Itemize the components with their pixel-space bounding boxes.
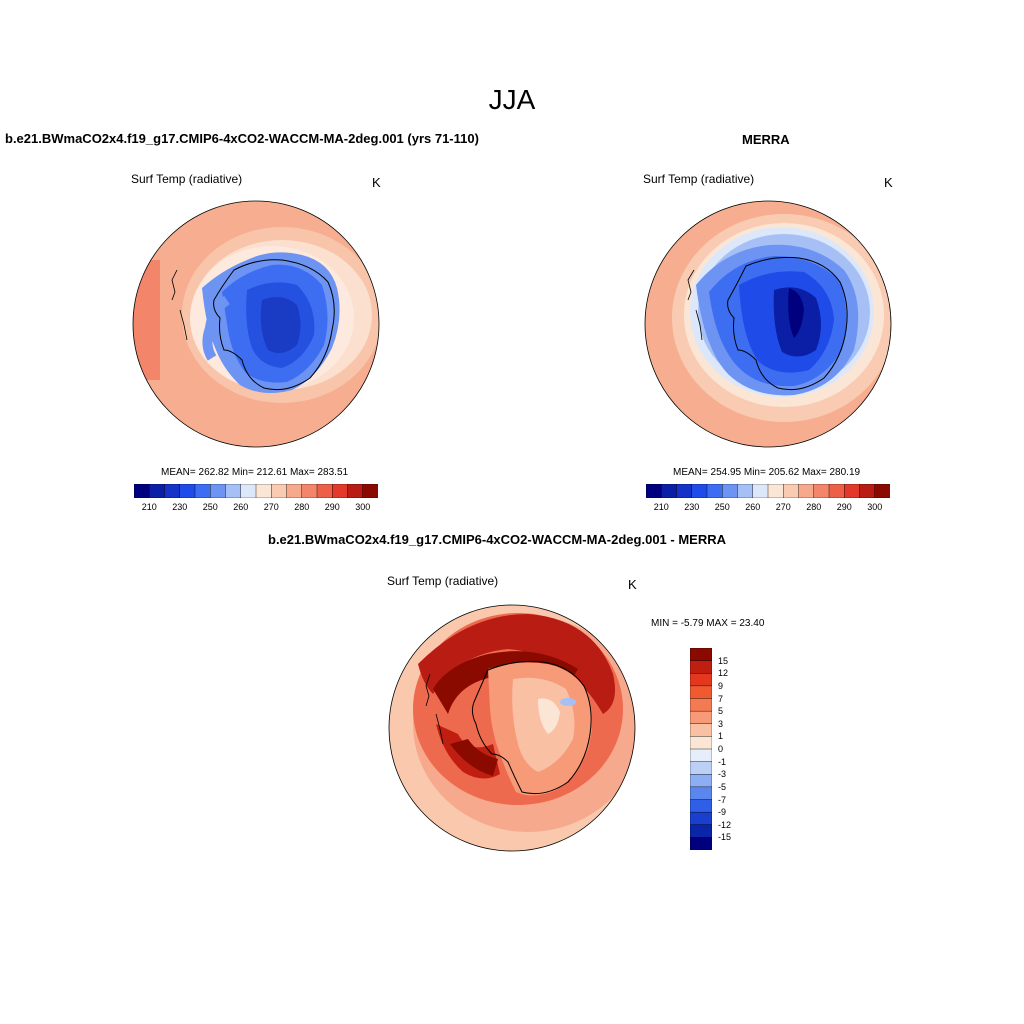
colorbar-diff-swatches: [690, 648, 712, 850]
colorbar-tick-label: -1: [718, 756, 727, 767]
colorbar-swatch: [286, 484, 303, 498]
colorbar-swatch: [752, 484, 769, 498]
colorbar-tick-label: 230: [172, 502, 188, 512]
colorbar-swatch: [691, 484, 708, 498]
colorbar-tick-label: 260: [233, 502, 249, 512]
colorbar-swatch: [134, 484, 150, 498]
colorbar-tick-label: -12: [718, 819, 732, 830]
polar-map-obs: [644, 200, 892, 448]
colorbar-swatch: [271, 484, 288, 498]
colorbar-tick-label: 1: [718, 731, 724, 742]
colorbar-tick-label: 3: [718, 718, 724, 729]
colorbar-tick-label: 0: [718, 744, 724, 754]
figure-title: JJA: [488, 84, 536, 115]
colorbar-swatch: [255, 484, 272, 498]
colorbar-tick-label: -9: [718, 807, 727, 818]
colorbar-swatch: [737, 484, 754, 498]
colorbar-swatch: [859, 484, 876, 498]
colorbar-tick-label: 280: [294, 502, 310, 512]
colorbar-swatch: [316, 484, 333, 498]
colorbar-tick-label: 270: [263, 502, 279, 512]
variable-label-model: Surf Temp (radiative): [131, 172, 243, 186]
colorbar-swatch: [179, 484, 196, 498]
panel-title-model: b.e21.BWmaCO2x4.f19_g17.CMIP6-4xCO2-WACC…: [5, 131, 479, 146]
colorbar-swatch: [783, 484, 800, 498]
colorbar-swatch: [225, 484, 242, 498]
colorbar-swatch: [301, 484, 318, 498]
colorbar-tick-label: -7: [718, 794, 727, 805]
colorbar-tick-label: 12: [718, 668, 729, 679]
colorbar-ticks-model: 210 230 250 260 270 280 290 300: [134, 502, 378, 516]
colorbar-tick-label: 5: [718, 706, 724, 717]
units-label-model: K: [372, 175, 381, 190]
colorbar-tick-label: 15: [718, 655, 729, 666]
stats-model: MEAN= 262.82 Min= 212.61 Max= 283.51: [161, 467, 349, 478]
colorbar-swatch: [347, 484, 364, 498]
colorbar-swatch: [164, 484, 181, 498]
colorbar-swatch: [661, 484, 678, 498]
panel-title-diff: b.e21.BWmaCO2x4.f19_g17.CMIP6-4xCO2-WACC…: [268, 532, 726, 547]
colorbar-obs: [646, 484, 890, 498]
colorbar-ticks-diff: 15 12 9 7 5 3 1 0 -1 -3 -5 -7 -9 -12 -15: [698, 648, 738, 850]
variable-label-diff: Surf Temp (radiative): [387, 574, 499, 588]
colorbar-swatch: [149, 484, 166, 498]
stats-obs: MEAN= 254.95 Min= 205.62 Max= 280.19: [673, 467, 861, 478]
units-label-obs: K: [884, 175, 893, 190]
colorbar-swatch: [690, 837, 712, 850]
colorbar-swatch: [210, 484, 227, 498]
colorbar-tick-label: 230: [684, 502, 700, 512]
colorbar-swatch: [706, 484, 723, 498]
colorbar-tick-label: 9: [718, 680, 724, 691]
colorbar-swatch: [362, 484, 378, 498]
colorbar-swatch: [828, 484, 845, 498]
colorbar-model-swatches: [134, 484, 378, 498]
colorbar-tick-label: 280: [806, 502, 822, 512]
colorbar-swatch: [676, 484, 693, 498]
colorbar-obs-swatches: [646, 484, 890, 498]
colorbar-tick-label: 260: [745, 502, 761, 512]
colorbar-tick-label: 210: [141, 502, 157, 512]
colorbar-swatch: [767, 484, 784, 498]
colorbar-swatch: [722, 484, 739, 498]
colorbar-tick-label: 300: [867, 502, 883, 512]
colorbar-swatch: [194, 484, 211, 498]
units-label-diff: K: [628, 577, 637, 592]
colorbar-tick-label: -3: [718, 769, 727, 780]
colorbar-tick-label: 250: [714, 502, 730, 512]
stats-diff: MIN = -5.79 MAX = 23.40: [651, 618, 765, 629]
colorbar-model: [134, 484, 378, 498]
colorbar-swatch: [813, 484, 830, 498]
colorbar-swatch: [240, 484, 257, 498]
colorbar-swatch: [646, 484, 662, 498]
polar-map-diff: [388, 604, 636, 852]
colorbar-swatch: [332, 484, 349, 498]
colorbar-swatch: [844, 484, 861, 498]
colorbar-tick-label: 270: [775, 502, 791, 512]
panel-title-obs: MERRA: [742, 132, 790, 147]
colorbar-tick-label: 210: [653, 502, 669, 512]
colorbar-tick-label: -5: [718, 781, 727, 792]
colorbar-diff: [690, 648, 712, 850]
colorbar-tick-label: 290: [324, 502, 340, 512]
colorbar-tick-label: 300: [355, 502, 371, 512]
colorbar-tick-label: -15: [718, 832, 732, 843]
colorbar-swatch: [798, 484, 815, 498]
colorbar-tick-label: 7: [718, 693, 724, 704]
polar-map-model: [132, 200, 380, 448]
colorbar-tick-label: 290: [836, 502, 852, 512]
colorbar-swatch: [874, 484, 890, 498]
colorbar-ticks-obs: 210 230 250 260 270 280 290 300: [646, 502, 890, 516]
colorbar-tick-label: 250: [202, 502, 218, 512]
variable-label-obs: Surf Temp (radiative): [643, 172, 755, 186]
